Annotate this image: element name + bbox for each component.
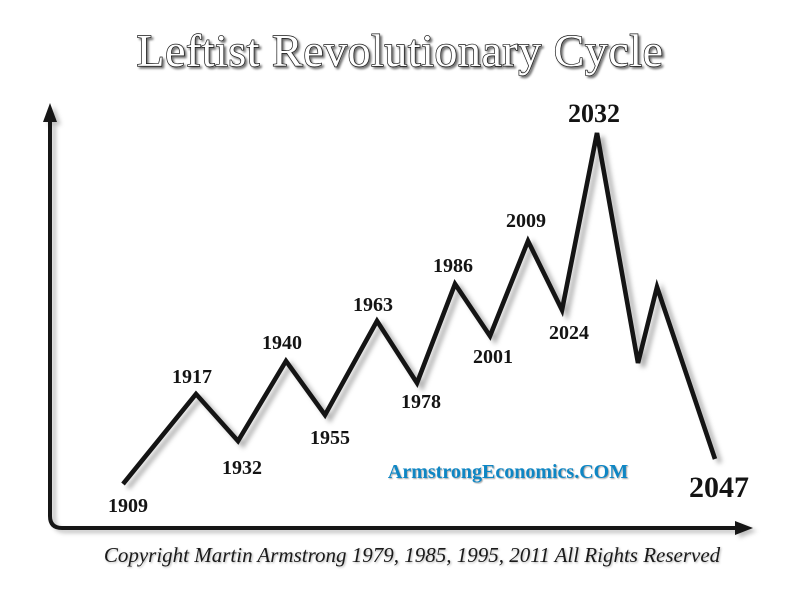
year-label-1955: 1955 bbox=[310, 427, 350, 449]
year-labels-group: 1909 1917 1932 1940 1955 1963 1978 1986 2001 2009… bbox=[108, 99, 749, 517]
axes-line bbox=[48, 116, 740, 530]
year-label-1978: 1978 bbox=[401, 391, 441, 413]
year-label-2047: 2047 bbox=[689, 471, 749, 504]
year-label-2024: 2024 bbox=[549, 322, 589, 344]
cycle-line bbox=[121, 132, 718, 486]
watermark-text: ArmstrongEconomics.COM bbox=[388, 461, 628, 483]
axes-group bbox=[43, 103, 753, 535]
copyright-text: Copyright Martin Armstrong 1979, 1985, 1… bbox=[104, 543, 721, 567]
year-label-1986: 1986 bbox=[433, 255, 473, 277]
year-label-2032: 2032 bbox=[568, 99, 620, 128]
x-axis-arrowhead bbox=[735, 521, 753, 535]
year-label-1917: 1917 bbox=[172, 366, 212, 388]
year-label-2001: 2001 bbox=[473, 346, 513, 368]
year-label-1909: 1909 bbox=[108, 495, 148, 517]
year-label-2009: 2009 bbox=[506, 210, 546, 232]
year-label-1963: 1963 bbox=[353, 294, 393, 316]
chart-title: Leftist Revolutionary Cycle bbox=[136, 25, 663, 76]
year-label-1932: 1932 bbox=[222, 457, 262, 479]
y-axis-arrowhead bbox=[43, 103, 57, 122]
year-label-1940: 1940 bbox=[262, 332, 302, 354]
